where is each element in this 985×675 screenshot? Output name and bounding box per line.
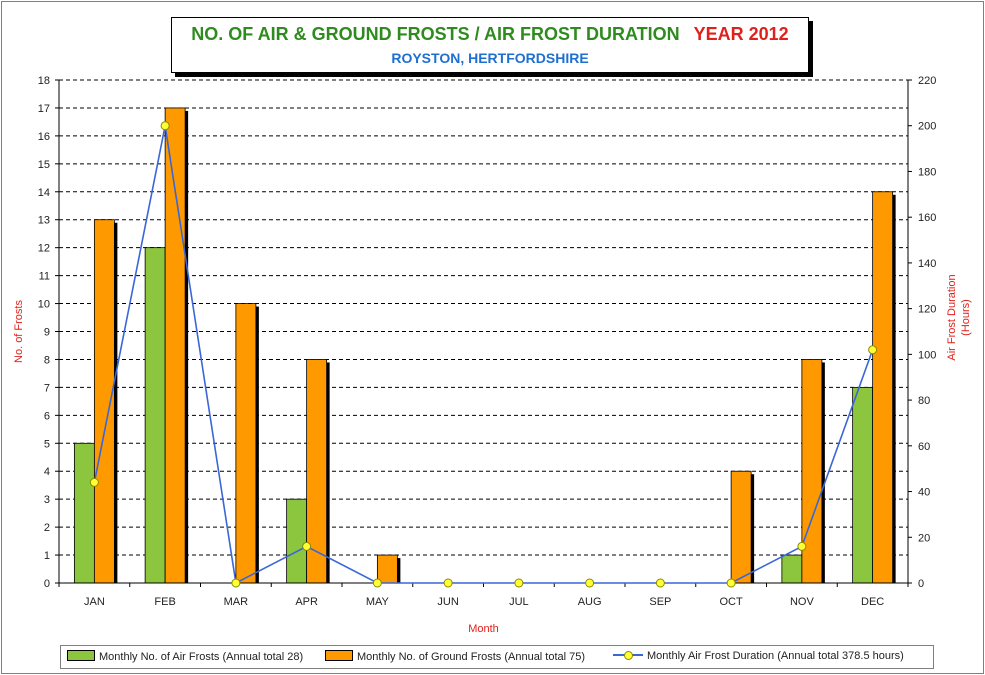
x-tick-label: JAN [84, 596, 105, 608]
point-air-frost-duration [372, 578, 382, 588]
legend-label-ground: Monthly No. of Ground Frosts (Annual tot… [357, 651, 586, 663]
y2-axis-title-unit: (Hours) [960, 299, 972, 336]
line-air-frost-duration [93, 125, 874, 585]
y-tick-label: 6 [44, 410, 50, 422]
legend-label-air: Monthly No. of Air Frosts (Annual total … [99, 651, 304, 663]
legend-swatch-duration [613, 650, 643, 660]
y-tick-label: 9 [44, 327, 50, 339]
y2-tick-label: 140 [918, 258, 936, 270]
y2-tick-label: 40 [918, 487, 930, 499]
y-tick-label: 4 [44, 466, 50, 478]
x-tick-label: APR [295, 596, 318, 608]
chart-subtitle: ROYSTON, HERTFORDSHIRE [391, 50, 589, 66]
bar-air-frost [286, 498, 308, 584]
bar-ground-frost [376, 554, 398, 584]
x-tick-label: FEB [154, 596, 175, 608]
point-air-frost-duration [89, 477, 99, 487]
point-air-frost-duration [726, 578, 736, 588]
y2-tick-label: 180 [918, 166, 936, 178]
chart-title: NO. OF AIR & GROUND FROSTS / AIR FROST D… [172, 24, 808, 45]
x-tick-label: SEP [649, 596, 671, 608]
point-air-frost-duration [655, 578, 665, 588]
y-tick-label: 3 [44, 494, 50, 506]
y2-tick-label: 200 [918, 121, 936, 133]
bar-ground-frost [93, 219, 115, 584]
bar-ground-frost [235, 303, 257, 584]
y-tick-label: 1 [44, 550, 50, 562]
y-tick-label: 13 [38, 215, 50, 227]
legend-label-duration: Monthly Air Frost Duration (Annual total… [647, 650, 904, 662]
x-tick-label: OCT [720, 596, 744, 608]
x-tick-label: NOV [790, 596, 815, 608]
bar-ground-frost [872, 191, 894, 584]
y-tick-label: 8 [44, 354, 50, 366]
y2-tick-label: 220 [918, 75, 936, 87]
x-axis-title: Month [468, 623, 499, 635]
point-air-frost-duration [231, 578, 241, 588]
y-tick-label: 17 [38, 103, 50, 115]
y-tick-label: 15 [38, 159, 50, 171]
legend-swatch-ground [325, 650, 353, 661]
x-tick-label: AUG [578, 596, 602, 608]
legend-swatch-air [67, 650, 95, 661]
title-main: NO. OF AIR & GROUND FROSTS / AIR FROST D… [191, 24, 680, 44]
point-air-frost-duration [302, 541, 312, 551]
y-axis-title: No. of Frosts [13, 300, 25, 363]
point-air-frost-duration [160, 121, 170, 131]
y2-axis-title: Air Frost Duration [946, 274, 958, 360]
title-year: YEAR 2012 [693, 24, 789, 44]
y2-tick-label: 100 [918, 349, 936, 361]
y-tick-label: 16 [38, 131, 50, 143]
y2-tick-label: 160 [918, 212, 936, 224]
y-tick-label: 2 [44, 522, 50, 534]
y-tick-label: 11 [39, 271, 50, 283]
x-tick-label: MAR [224, 596, 249, 608]
title-box: NO. OF AIR & GROUND FROSTS / AIR FROST D… [171, 17, 809, 73]
y2-tick-label: 60 [918, 441, 930, 453]
point-air-frost-duration [514, 578, 524, 588]
bar-air-frost [144, 247, 166, 584]
y-tick-label: 5 [44, 438, 50, 450]
x-tick-label: JUN [437, 596, 458, 608]
point-air-frost-duration [585, 578, 595, 588]
point-air-frost-duration [797, 541, 807, 551]
bar-ground-frost [164, 107, 186, 584]
y2-tick-label: 0 [918, 578, 924, 590]
y-tick-label: 18 [38, 75, 50, 87]
y2-tick-label: 80 [918, 395, 930, 407]
y-tick-label: 14 [38, 187, 50, 199]
y2-tick-label: 120 [918, 304, 936, 316]
legend-item-ground-frosts: Monthly No. of Ground Frosts (Annual tot… [325, 650, 585, 663]
y-tick-label: 12 [38, 243, 50, 255]
bar-air-frost [852, 386, 874, 584]
point-air-frost-duration [443, 578, 453, 588]
x-tick-label: JUL [509, 596, 529, 608]
bar-air-frost [781, 554, 803, 584]
x-tick-label: MAY [366, 596, 390, 608]
y2-tick-label: 20 [918, 532, 930, 544]
point-air-frost-duration [868, 345, 878, 355]
x-tick-label: DEC [861, 596, 884, 608]
y-tick-label: 0 [44, 578, 50, 590]
bar-ground-frost [730, 470, 752, 584]
legend: Monthly No. of Air Frosts (Annual total … [60, 645, 934, 669]
legend-item-air-frosts: Monthly No. of Air Frosts (Annual total … [67, 650, 303, 663]
legend-item-duration: Monthly Air Frost Duration (Annual total… [613, 650, 904, 662]
y-tick-label: 7 [44, 382, 50, 394]
y-tick-label: 10 [38, 299, 50, 311]
bar-air-frost [73, 442, 95, 584]
